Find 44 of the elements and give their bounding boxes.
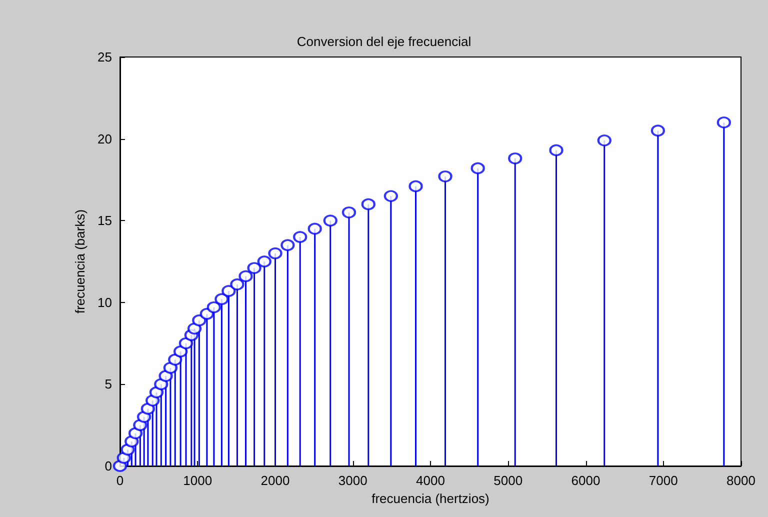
x-tick-label: 7000 bbox=[648, 473, 678, 488]
x-tick-label: 2000 bbox=[260, 473, 290, 488]
y-tick-label: 25 bbox=[98, 50, 112, 64]
y-axis-title: frecuencia (barks) bbox=[72, 209, 88, 314]
point bbox=[280, 239, 295, 252]
point bbox=[178, 337, 193, 350]
point bbox=[597, 134, 612, 146]
point bbox=[342, 206, 356, 218]
point bbox=[308, 222, 322, 235]
point bbox=[257, 256, 272, 268]
point bbox=[384, 190, 398, 202]
point bbox=[168, 354, 182, 366]
point bbox=[438, 170, 452, 182]
x-tick-label: 6000 bbox=[571, 473, 600, 488]
point bbox=[247, 262, 262, 274]
chart-title: Conversion del eje frecuencial bbox=[296, 34, 472, 49]
point bbox=[470, 162, 485, 174]
point bbox=[238, 270, 253, 282]
x-tick-label: 5000 bbox=[494, 473, 523, 488]
point bbox=[230, 278, 244, 290]
point bbox=[222, 284, 236, 297]
y-tick-label: 0 bbox=[104, 458, 112, 474]
x-tick-label: 8000 bbox=[726, 473, 756, 488]
point bbox=[323, 214, 338, 227]
x-tick-label: 3000 bbox=[338, 473, 368, 488]
point bbox=[174, 345, 188, 358]
point bbox=[716, 116, 731, 128]
point bbox=[268, 247, 282, 260]
y-tick-label: 20 bbox=[98, 131, 112, 146]
point bbox=[508, 152, 522, 164]
y-tick-label: 5 bbox=[104, 376, 112, 392]
y-tick-label: 15 bbox=[98, 213, 112, 228]
point bbox=[206, 301, 221, 314]
x-tick-label: 4000 bbox=[416, 473, 445, 488]
point bbox=[214, 293, 229, 306]
y-tick-label: 10 bbox=[98, 294, 112, 310]
x-tick-label: 1000 bbox=[183, 473, 212, 488]
point bbox=[549, 144, 564, 156]
x-tick-label: 0 bbox=[116, 473, 124, 488]
point bbox=[293, 230, 308, 243]
point bbox=[408, 180, 423, 192]
point bbox=[650, 124, 665, 137]
point bbox=[361, 198, 376, 210]
x-axis-title: frecuencia (hertzios) bbox=[372, 490, 490, 506]
